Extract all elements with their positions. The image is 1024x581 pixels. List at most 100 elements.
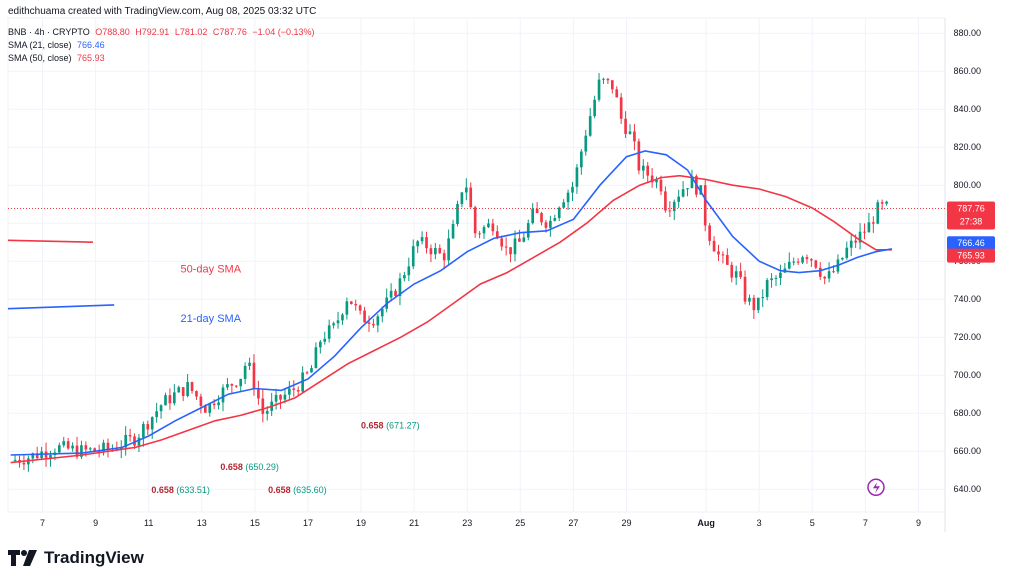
candle[interactable] [845,247,849,258]
candle[interactable] [721,254,725,256]
candle[interactable] [349,301,353,305]
candle[interactable] [71,445,74,449]
candle[interactable] [597,79,601,100]
candle[interactable] [734,271,738,278]
candle[interactable] [584,135,588,152]
candle[interactable] [655,179,658,183]
candle[interactable] [394,290,397,296]
candle[interactable] [407,266,411,276]
candle[interactable] [650,175,654,183]
candle[interactable] [252,362,256,390]
candle[interactable] [230,384,234,386]
candle[interactable] [818,267,822,277]
candle[interactable] [509,247,512,255]
candle[interactable] [770,278,773,281]
candle[interactable] [686,188,689,190]
candle[interactable] [411,246,415,267]
candle[interactable] [62,441,66,446]
candle[interactable] [217,402,220,406]
candle[interactable] [438,248,442,254]
candle[interactable] [752,297,756,311]
candle[interactable] [478,233,481,235]
candle[interactable] [80,445,83,457]
candle[interactable] [460,192,464,204]
candle[interactable] [363,310,366,323]
candle[interactable] [310,368,313,373]
candle[interactable] [372,323,375,326]
candle[interactable] [128,434,132,437]
candle[interactable] [434,248,437,255]
candle[interactable] [575,167,579,187]
candle[interactable] [659,179,663,192]
candle[interactable] [35,453,39,459]
candle[interactable] [456,203,459,225]
candle[interactable] [403,275,406,279]
candle[interactable] [522,237,526,242]
candle[interactable] [327,325,331,339]
candle[interactable] [341,314,344,321]
candle[interactable] [633,131,636,142]
candle[interactable] [354,304,358,306]
candle[interactable] [221,387,225,403]
candle[interactable] [796,261,800,263]
candle[interactable] [451,224,455,239]
candle[interactable] [473,207,477,234]
candle[interactable] [296,389,300,392]
candle[interactable] [195,391,198,397]
candle[interactable] [876,202,880,224]
candle[interactable] [367,322,371,324]
candle[interactable] [606,78,610,81]
candle[interactable] [137,437,141,446]
candle[interactable] [243,365,247,379]
candle[interactable] [504,246,508,248]
tradingview-logo[interactable]: TradingView [8,548,144,568]
candle[interactable] [150,417,154,430]
candle[interactable] [358,305,362,311]
candle[interactable] [805,257,809,260]
candle[interactable] [743,276,747,302]
candle[interactable] [867,222,871,233]
candle[interactable] [177,387,181,393]
candle[interactable] [858,231,862,243]
candle[interactable] [345,301,349,315]
candle[interactable] [672,201,676,212]
candle[interactable] [239,378,243,387]
candle[interactable] [464,187,468,193]
candle[interactable] [863,231,866,233]
candle[interactable] [102,442,105,452]
candle[interactable] [712,240,716,252]
candle[interactable] [624,118,627,134]
candle[interactable] [832,271,835,273]
candle[interactable] [637,141,641,171]
candle[interactable] [168,395,172,404]
candle[interactable] [133,436,136,446]
candle[interactable] [398,278,402,296]
candle[interactable] [872,222,875,224]
candle[interactable] [602,78,605,80]
candle[interactable] [190,382,194,392]
candle[interactable] [292,388,296,390]
candle[interactable] [22,462,26,465]
candle[interactable] [416,241,419,247]
candle[interactable] [774,277,778,279]
sma50-line[interactable] [10,174,892,464]
candle[interactable] [761,297,765,299]
candle[interactable] [115,448,119,450]
candle[interactable] [549,220,552,228]
candle[interactable] [288,388,291,395]
candle[interactable] [885,201,888,204]
candle[interactable] [841,257,844,260]
candle[interactable] [849,240,853,248]
candle[interactable] [124,434,128,448]
candle[interactable] [588,116,592,136]
candle[interactable] [164,395,167,406]
candle[interactable] [376,316,380,326]
candle[interactable] [810,259,813,261]
candle[interactable] [703,185,707,226]
candle[interactable] [159,405,163,412]
candle[interactable] [677,196,681,202]
candle[interactable] [823,276,826,279]
candle[interactable] [106,442,110,450]
candle[interactable] [66,441,70,449]
candle[interactable] [265,410,269,414]
